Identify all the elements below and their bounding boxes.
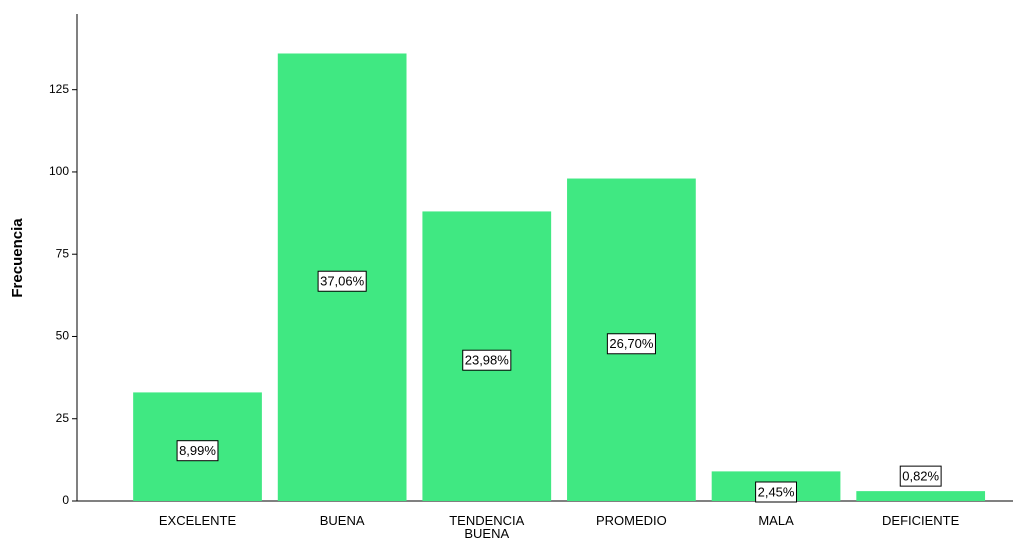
y-tick-label: 0: [62, 493, 69, 507]
x-tick-label: PROMEDIO: [596, 513, 667, 528]
y-tick-label: 75: [56, 246, 70, 260]
x-tick-label: DEFICIENTE: [882, 513, 960, 528]
data-label: 0,82%: [902, 469, 939, 484]
data-label-box: [462, 349, 512, 371]
data-label: 26,70%: [609, 336, 654, 351]
x-tick-label: BUENA: [319, 513, 365, 528]
data-label-box: [899, 465, 942, 487]
y-tick-label: 25: [56, 411, 70, 425]
y-tick-label: 100: [49, 164, 69, 178]
y-tick-label: 50: [56, 329, 70, 343]
data-label: 23,98%: [465, 353, 510, 368]
y-tick-label: 125: [49, 82, 69, 96]
bar: [856, 491, 986, 501]
data-label-box: [317, 270, 367, 292]
data-label-box: [176, 440, 219, 462]
x-tick-label: TENDENCIA BUENA: [449, 513, 525, 541]
data-label: 37,06%: [320, 274, 365, 289]
x-tick-label: EXCELENTE: [158, 513, 237, 528]
data-label: 2,45%: [758, 484, 795, 499]
data-label-box: [755, 481, 797, 503]
data-label: 8,99%: [179, 443, 216, 458]
data-label-box: [606, 333, 656, 355]
y-axis-label: Frecuencia: [9, 218, 26, 298]
x-tick-label: MALA: [758, 513, 794, 528]
